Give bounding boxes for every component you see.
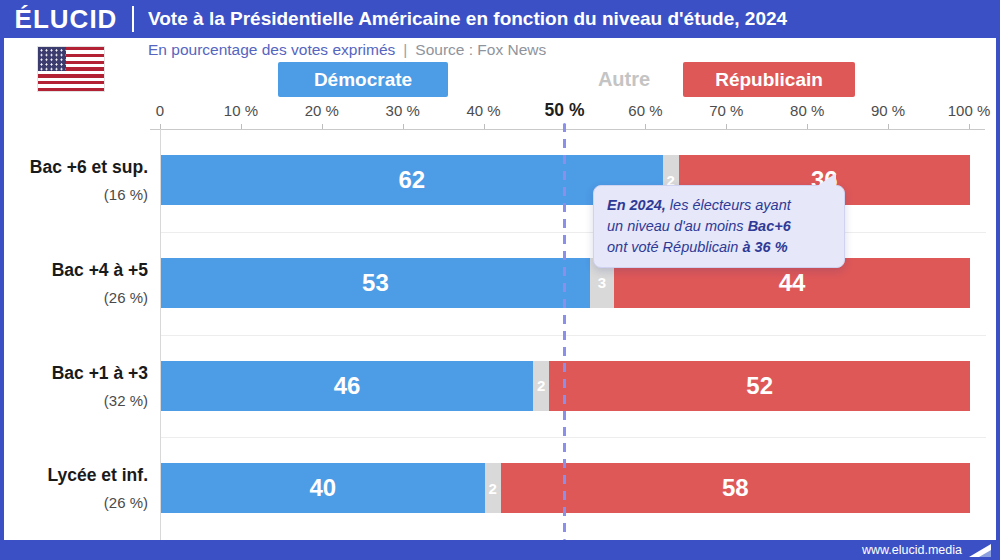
category-share: (16 %) [0,186,148,203]
bar-segment-democrate: 62 [161,155,663,205]
category-name: Lycée et inf. [0,465,148,486]
bar-segment-democrate: 40 [161,463,485,513]
axis-tick-7: 70 % [709,102,743,119]
tooltip-pointer [816,173,836,187]
value-label-democrate: 53 [362,269,389,297]
bar-segment-autre: 2 [485,463,501,513]
axis-tick-4: 40 % [466,102,500,119]
elucid-logo: ÉLUCID [0,4,132,35]
bar-segment-republicain: 58 [501,463,970,513]
value-label-autre: 2 [489,480,497,497]
page-title: Vote à la Présidentielle Américaine en f… [134,8,787,30]
row-separator [161,437,986,438]
annotation-tooltip: En 2024, les électeurs ayant un niveau d… [593,185,845,268]
category-share: (26 %) [0,494,148,511]
value-label-autre: 2 [537,377,545,394]
value-label-republicain: 44 [779,269,806,297]
bar-segment-republicain: 52 [549,361,970,411]
value-label-democrate: 62 [398,166,425,194]
row-separator [161,335,986,336]
legend-item-autre: Autre [572,62,676,97]
tooltip-line-3: ont voté Républicain à 36 % [607,237,831,258]
axis-tick-0: 0 [156,102,164,119]
category-name: Bac +6 et sup. [0,157,148,178]
footer-url: www.elucid.media [862,543,962,557]
value-label-autre: 3 [598,274,606,291]
axis-tick-2: 20 % [305,102,339,119]
value-label-democrate: 40 [309,474,336,502]
us-flag-canton [38,47,66,71]
tooltip-line-2: un niveau d'au moins Bac+6 [607,216,831,237]
axis-tick-3: 30 % [386,102,420,119]
value-label-democrate: 46 [334,372,361,400]
bar-segment-democrate: 53 [161,258,590,308]
axis-tick-9: 90 % [871,102,905,119]
axis-tick-10: 100 % [948,102,991,119]
elucid-flag-icon [968,542,992,558]
subtitle-source: Source : Fox News [415,41,546,58]
bar-segment-democrate: 46 [161,361,533,411]
refline-50-percent [563,123,566,540]
category-share: (32 %) [0,392,148,409]
axis-ticks: 010 %20 %30 %40 %50 %60 %70 %80 %90 %100… [160,102,969,122]
footer-bar: www.elucid.media [0,540,1000,560]
bar-segment-autre: 2 [533,361,549,411]
category-label-0: Bac +6 et sup. (16 %) [0,155,148,205]
header-bar: ÉLUCID Vote à la Présidentielle Américai… [0,0,1000,38]
us-flag [38,47,104,91]
value-label-republicain: 58 [722,474,749,502]
legend-item-republicain: Républicain [683,62,855,97]
subtitle-separator: | [403,41,407,58]
category-share: (26 %) [0,289,148,306]
axis-tick-6: 60 % [628,102,662,119]
value-label-republicain: 52 [746,372,773,400]
legend-item-democrate: Démocrate [278,62,448,97]
category-name: Bac +4 à +5 [0,260,148,281]
legend-label-democrate: Démocrate [314,69,412,91]
axis-tick-1: 10 % [224,102,258,119]
legend-label-autre: Autre [598,68,650,91]
axis-tick-5: 50 % [545,100,585,121]
infographic-canvas: ÉLUCID Vote à la Présidentielle Américai… [0,0,1000,560]
category-label-1: Bac +4 à +5 (26 %) [0,258,148,308]
row-separator [161,232,986,233]
category-name: Bac +1 à +3 [0,363,148,384]
tooltip-line-1: En 2024, les électeurs ayant [607,195,831,216]
subtitle: En pourcentage des votes exprimés | Source… [148,41,546,59]
category-label-2: Bac +1 à +3 (32 %) [0,361,148,411]
axis-tick-8: 80 % [790,102,824,119]
subtitle-note: En pourcentage des votes exprimés [148,41,395,58]
legend-label-republicain: Républicain [715,69,823,91]
category-label-3: Lycée et inf. (26 %) [0,463,148,513]
